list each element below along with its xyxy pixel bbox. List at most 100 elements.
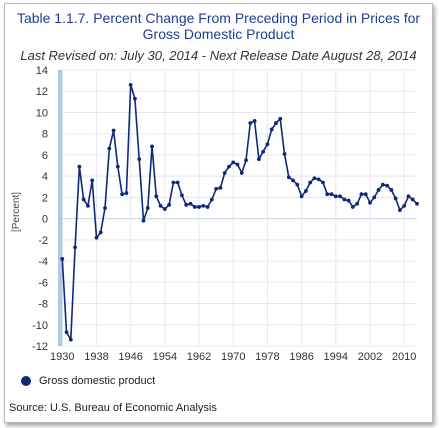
- x-tick-label: 1930: [50, 351, 74, 363]
- source-note: Source: U.S. Bureau of Economic Analysis: [9, 402, 217, 414]
- data-point: [188, 201, 193, 206]
- data-point: [175, 180, 180, 185]
- data-point: [107, 146, 112, 151]
- data-point: [222, 171, 227, 175]
- data-point: [402, 203, 407, 208]
- data-point: [77, 164, 82, 169]
- data-point: [154, 194, 159, 199]
- data-point: [291, 178, 295, 183]
- y-tick-label: -2: [38, 235, 48, 247]
- data-point: [205, 205, 210, 209]
- data-point: [90, 178, 95, 183]
- data-point: [321, 180, 325, 185]
- data-point: [227, 164, 231, 169]
- data-point: [368, 200, 372, 205]
- shaded-region: [58, 70, 63, 346]
- y-tick-label: -8: [38, 299, 48, 311]
- data-point: [231, 160, 236, 165]
- data-point: [410, 197, 415, 202]
- y-tick-label: 8: [42, 129, 48, 141]
- data-point: [124, 191, 129, 196]
- data-point: [64, 330, 69, 335]
- data-point: [333, 194, 338, 199]
- x-tick-label: 2010: [392, 351, 416, 363]
- data-point: [376, 188, 381, 192]
- data-point: [274, 121, 278, 125]
- data-point: [98, 230, 103, 235]
- data-point: [269, 127, 274, 132]
- data-point: [372, 195, 377, 200]
- data-point: [201, 203, 206, 208]
- data-point: [312, 176, 317, 181]
- y-tick-label: 4: [42, 171, 48, 183]
- data-point: [214, 186, 219, 191]
- data-point: [184, 202, 189, 207]
- legend-marker: [21, 376, 31, 386]
- data-point: [128, 82, 133, 87]
- data-point: [103, 206, 107, 210]
- data-point: [278, 116, 283, 121]
- data-point: [111, 128, 116, 133]
- data-point: [295, 182, 300, 187]
- data-point: [393, 196, 398, 201]
- legend: Gross domestic product: [21, 375, 155, 387]
- chart-frame: Table 1.1.7. Percent Change From Precedi…: [4, 3, 433, 423]
- data-point: [162, 207, 167, 211]
- y-tick-label: -4: [38, 256, 48, 268]
- data-point: [406, 194, 411, 199]
- data-point: [350, 205, 355, 209]
- data-point: [218, 185, 223, 190]
- gridlines: [58, 69, 417, 347]
- data-point: [167, 202, 172, 207]
- chart-title: Table 1.1.7. Percent Change From Precedi…: [16, 10, 421, 42]
- data-point: [141, 218, 146, 223]
- x-axis-ticks: 1930 1938 1946 1954 1962 1970 1978 1986 1994 2002…: [50, 351, 416, 363]
- data-series: [60, 82, 419, 342]
- data-point: [197, 205, 201, 209]
- x-tick-label: 1962: [187, 351, 211, 363]
- data-point: [415, 201, 419, 206]
- data-point: [120, 192, 125, 197]
- data-point: [60, 257, 65, 261]
- y-tick-label: 10: [36, 107, 48, 119]
- data-point: [342, 197, 347, 202]
- chart-subtitle: Last Revised on: July 30, 2014 - Next Re…: [20, 48, 417, 63]
- data-point: [355, 201, 360, 206]
- data-point: [261, 149, 266, 154]
- data-point: [389, 188, 394, 192]
- y-tick-label: 2: [42, 192, 48, 204]
- y-tick-label: 6: [42, 150, 48, 162]
- data-point: [265, 142, 270, 147]
- data-point: [235, 162, 240, 167]
- data-point: [81, 197, 86, 202]
- data-point: [256, 157, 261, 162]
- data-point: [346, 198, 351, 203]
- series-line: [61, 84, 418, 341]
- data-point: [94, 235, 99, 240]
- data-point: [145, 206, 150, 210]
- data-point: [86, 203, 90, 208]
- data-point: [68, 337, 73, 342]
- data-point: [398, 208, 402, 213]
- data-point: [286, 175, 291, 180]
- data-point: [180, 193, 184, 198]
- data-point: [380, 182, 385, 187]
- data-point: [115, 164, 120, 169]
- x-tick-label: 2002: [358, 351, 382, 363]
- data-point: [385, 183, 389, 188]
- data-point: [150, 144, 154, 149]
- y-axis-label: [Percent]: [11, 192, 22, 232]
- x-tick-label: 1954: [153, 351, 177, 363]
- y-tick-label: 12: [36, 86, 48, 98]
- x-tick-label: 1946: [118, 351, 142, 363]
- data-point: [209, 197, 214, 202]
- data-point: [244, 158, 248, 163]
- x-tick-label: 1986: [289, 351, 313, 363]
- y-tick-label: 14: [36, 65, 48, 77]
- data-point: [359, 192, 364, 197]
- x-tick-label: 1938: [84, 351, 108, 363]
- x-tick-label: 1994: [324, 351, 348, 363]
- data-point: [171, 180, 176, 185]
- data-point: [252, 119, 257, 123]
